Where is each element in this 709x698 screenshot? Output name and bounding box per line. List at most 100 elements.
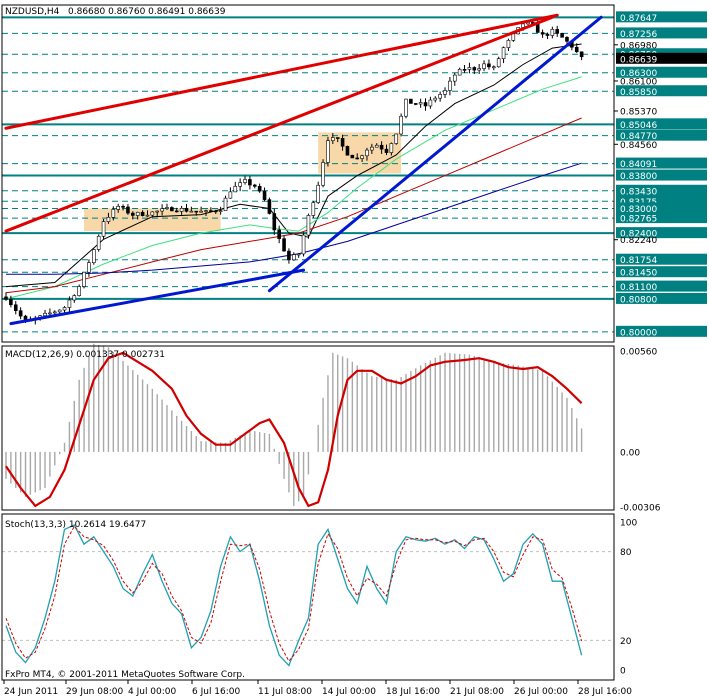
candle-body xyxy=(423,102,428,107)
macd-label: MACD(12,26,9) 0.001337 0.002731 xyxy=(5,350,165,360)
macd-tick-label: 0.00 xyxy=(620,448,640,458)
candle-body xyxy=(404,98,408,117)
price-tag-bg xyxy=(616,184,707,196)
candle-body xyxy=(306,215,311,236)
price-tick-label: 0.87647 xyxy=(620,14,657,24)
candle-body xyxy=(87,262,91,273)
candle-body xyxy=(301,234,306,255)
candle-body xyxy=(418,102,423,105)
price-tick-label: 0.82765 xyxy=(620,215,657,225)
candle-body xyxy=(399,115,403,135)
stochastic-panel[interactable]: 100 80 20 0 xyxy=(2,519,637,677)
candle-body xyxy=(204,210,208,212)
candle-body xyxy=(43,312,47,317)
price-tick-label: 0.85046 xyxy=(620,121,657,131)
candle-body xyxy=(560,33,564,38)
price-tick-label: 0.82240 xyxy=(620,236,657,246)
candle-body xyxy=(262,190,267,200)
time-tick-label: 26 Jul 00:00 xyxy=(514,687,568,697)
chart-header-ohlc: 0.86680 0.86760 0.86491 0.86639 xyxy=(68,7,226,17)
candle-body xyxy=(101,221,106,237)
panel-frames xyxy=(1,4,615,681)
moving-average-green xyxy=(5,76,582,300)
candle-body xyxy=(413,103,418,105)
candle-body xyxy=(277,229,281,239)
candle-body xyxy=(111,209,116,218)
time-tick-label: 11 Jul 08:00 xyxy=(258,687,312,697)
price-tick-label: 0.83430 xyxy=(620,187,657,197)
candle-body xyxy=(199,210,203,213)
candle-body xyxy=(228,191,233,199)
candle-body xyxy=(257,186,262,192)
candle-body xyxy=(13,304,18,311)
candle-body xyxy=(140,211,145,216)
candle-body xyxy=(462,69,467,71)
price-tick-label: 0.84091 xyxy=(620,160,657,170)
candle-body xyxy=(579,51,584,58)
price-tick-label: 0.86300 xyxy=(620,69,657,79)
price-tag-bg xyxy=(616,169,707,181)
time-tick-label: 6 Jul 16:00 xyxy=(192,687,241,697)
candle-body xyxy=(243,179,247,183)
price-tick-label: 0.81100 xyxy=(620,283,657,293)
price-tag-bg xyxy=(616,325,707,337)
price-tag-bg xyxy=(616,292,707,304)
candle-body xyxy=(287,250,291,261)
candle-body xyxy=(272,213,277,231)
candle-body xyxy=(457,69,462,76)
candle-body xyxy=(555,29,560,34)
price-tick-label: 0.84560 xyxy=(620,141,657,151)
time-tick-label: 21 Jul 08:00 xyxy=(450,687,504,697)
candle-body xyxy=(428,99,433,107)
price-tick-label: 0.81450 xyxy=(620,269,657,279)
price-tag-bg xyxy=(616,66,707,78)
price-panel[interactable]: 0.876470.872560.869800.867500.866390.863… xyxy=(2,11,707,338)
price-tick-label: 0.80000 xyxy=(620,328,657,338)
candle-body xyxy=(106,217,111,222)
candle-body xyxy=(316,184,320,203)
price-tick-label: 0.83000 xyxy=(620,205,657,215)
price-tag-bg xyxy=(616,85,707,97)
price-tick-label: 0.82400 xyxy=(620,230,657,240)
candle-body xyxy=(48,312,52,315)
candle-body xyxy=(394,133,399,144)
candle-body xyxy=(355,157,360,160)
candle-body xyxy=(218,210,223,212)
candle-body xyxy=(184,207,189,212)
chart-header-symbol: NZDUSD,H4 xyxy=(5,7,60,17)
candle-body xyxy=(160,208,164,212)
candle-body xyxy=(477,68,481,71)
price-tick-label: 0.81754 xyxy=(620,256,657,266)
candle-body xyxy=(145,214,150,217)
candle-body xyxy=(252,184,257,187)
consolidation-zone-2 xyxy=(318,132,402,174)
moving-average-black xyxy=(5,43,582,288)
stoch-tick-label: 20 xyxy=(620,637,632,647)
price-tag-bg xyxy=(616,280,707,292)
price-tick-label: 0.85850 xyxy=(620,88,657,98)
candle-body xyxy=(194,210,199,213)
candle-body xyxy=(374,144,379,148)
candle-body xyxy=(448,80,452,91)
candle-body xyxy=(170,207,174,212)
candle-body xyxy=(492,66,496,69)
candle-body xyxy=(496,58,501,68)
candle-body xyxy=(433,97,438,101)
candle-body xyxy=(545,33,550,36)
macd-panel[interactable]: 0.00560 0.00 -0.00306 xyxy=(5,343,661,514)
price-tag-bg xyxy=(616,11,707,23)
price-tag-bg xyxy=(616,227,707,239)
candle-body xyxy=(155,210,160,213)
candle-body xyxy=(335,137,340,139)
price-tick-label: 0.86639 xyxy=(620,55,657,65)
price-tag-bg xyxy=(616,157,707,169)
candle-body xyxy=(574,46,579,53)
candle-body xyxy=(296,253,301,256)
price-tag-bg xyxy=(616,253,707,265)
time-axis: 24 Jun 2011 29 Jun 08:00 4 Jul 00:00 6 Jul … xyxy=(3,680,632,697)
trendline-red-2 xyxy=(4,15,554,233)
candle-body xyxy=(4,296,8,300)
candle-body xyxy=(179,207,184,212)
time-tick-label: 18 Jul 16:00 xyxy=(386,687,440,697)
